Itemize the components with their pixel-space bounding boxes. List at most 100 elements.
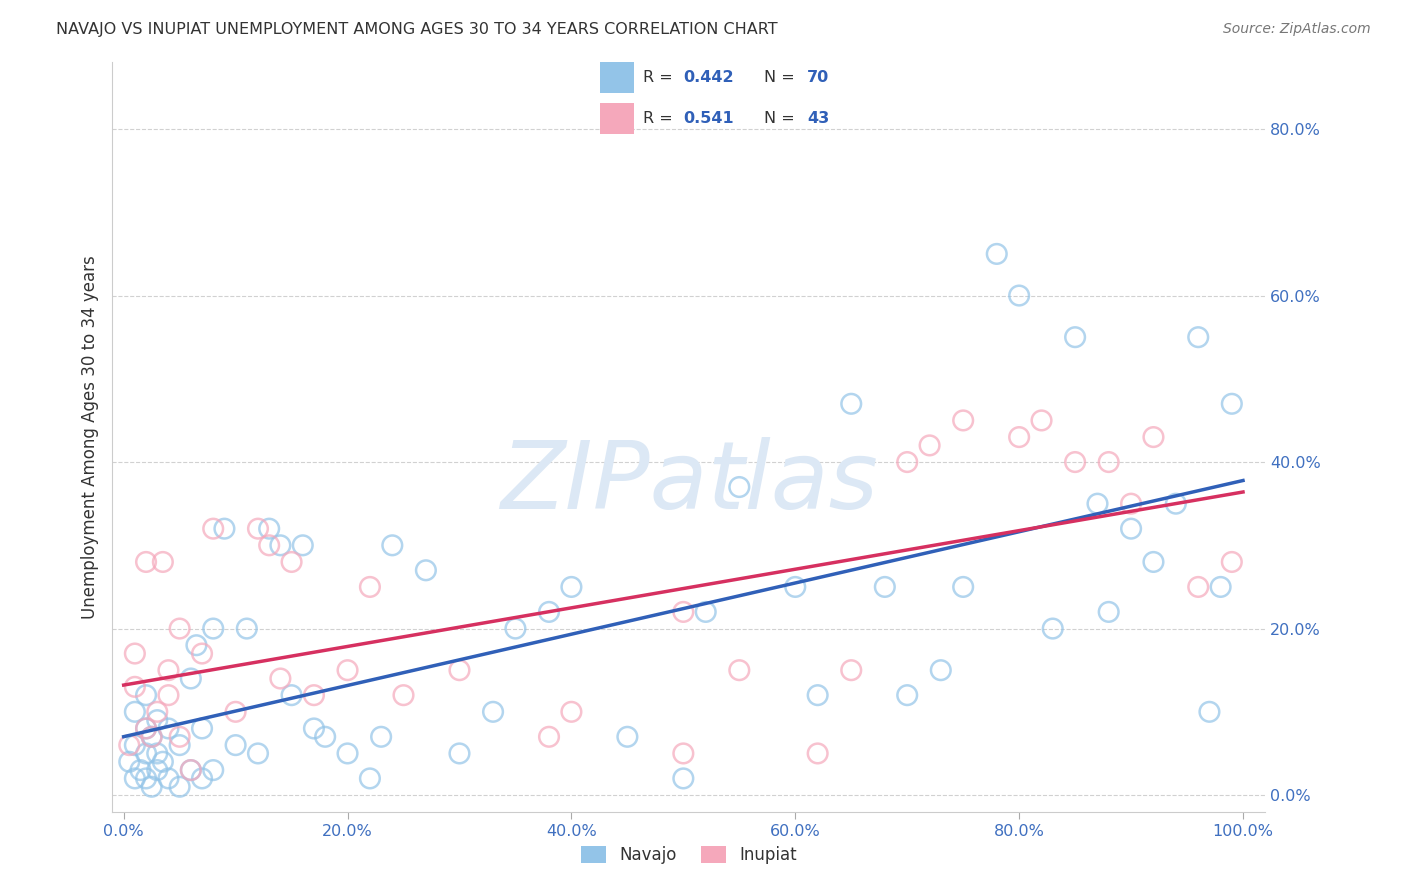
Point (257, 538, 280, 552)
Point (537, 730, 560, 744)
Point (370, 730, 392, 744)
Point (118, 738, 141, 752)
Point (186, 638, 208, 652)
Point (616, 730, 638, 744)
Point (191, 647, 214, 661)
Text: N =: N = (763, 70, 800, 85)
Y-axis label: Unemployment Among Ages 30 to 34 years: Unemployment Among Ages 30 to 34 years (80, 255, 98, 619)
Point (202, 763, 225, 777)
Point (1098, 455, 1121, 469)
Point (157, 772, 180, 786)
Point (169, 622, 191, 636)
Point (695, 605, 717, 619)
Point (1142, 555, 1164, 569)
Point (505, 622, 527, 636)
Text: ZIPatlas: ZIPatlas (501, 436, 877, 527)
Point (118, 755, 141, 769)
Point (952, 413, 974, 427)
Bar (600, 62, 634, 93)
Point (1164, 497, 1187, 511)
Point (180, 763, 202, 777)
Text: 0.541: 0.541 (683, 112, 734, 126)
Point (482, 705, 505, 719)
Point (336, 747, 359, 761)
Legend: Navajo, Inupiat: Navajo, Inupiat (574, 839, 804, 871)
Bar (600, 103, 634, 134)
Point (202, 522, 225, 536)
Point (1008, 288, 1031, 302)
Point (807, 747, 830, 761)
Point (157, 688, 180, 702)
Point (141, 730, 163, 744)
Point (302, 688, 325, 702)
Point (728, 663, 751, 677)
Point (896, 688, 918, 702)
Text: NAVAJO VS INUPIAT UNEMPLOYMENT AMONG AGES 30 TO 34 YEARS CORRELATION CHART: NAVAJO VS INUPIAT UNEMPLOYMENT AMONG AGE… (56, 22, 778, 37)
Point (560, 705, 582, 719)
Point (1142, 430, 1164, 444)
Point (152, 755, 174, 769)
Point (1031, 413, 1053, 427)
Point (415, 563, 437, 577)
Text: 43: 43 (807, 112, 830, 126)
Point (1198, 705, 1220, 719)
Point (225, 705, 247, 719)
Point (124, 772, 146, 786)
Point (291, 538, 314, 552)
Point (124, 680, 146, 694)
Point (672, 747, 695, 761)
Point (169, 780, 191, 794)
Point (124, 647, 146, 661)
Point (135, 747, 157, 761)
Point (359, 580, 381, 594)
Point (1220, 555, 1243, 569)
Point (269, 538, 291, 552)
Point (146, 705, 169, 719)
Point (986, 247, 1008, 261)
Point (180, 672, 202, 686)
Point (952, 580, 974, 594)
Point (135, 722, 157, 736)
Point (180, 763, 202, 777)
Text: N =: N = (763, 112, 800, 126)
Point (169, 730, 191, 744)
Point (236, 622, 259, 636)
Point (381, 538, 404, 552)
Point (135, 772, 157, 786)
Point (169, 738, 191, 752)
Point (146, 713, 169, 727)
Point (302, 722, 325, 736)
Point (1119, 497, 1142, 511)
Point (1209, 580, 1232, 594)
Point (191, 772, 214, 786)
Point (918, 438, 941, 452)
Point (1042, 622, 1064, 636)
Text: R =: R = (643, 112, 678, 126)
Point (873, 580, 896, 594)
Point (449, 663, 471, 677)
Point (672, 605, 695, 619)
Point (146, 747, 169, 761)
Point (246, 522, 269, 536)
Point (336, 663, 359, 677)
Point (1098, 605, 1121, 619)
Point (146, 763, 169, 777)
Point (269, 672, 291, 686)
Point (135, 555, 157, 569)
Point (807, 688, 830, 702)
Point (1008, 430, 1031, 444)
Point (280, 555, 302, 569)
Point (141, 780, 163, 794)
Point (392, 688, 415, 702)
Point (537, 605, 560, 619)
Point (1087, 497, 1109, 511)
Point (225, 738, 247, 752)
Point (1064, 330, 1087, 344)
Point (560, 580, 582, 594)
Point (141, 730, 163, 744)
Point (257, 522, 280, 536)
Text: R =: R = (643, 70, 678, 85)
Point (839, 397, 862, 411)
Point (839, 663, 862, 677)
Point (1187, 330, 1209, 344)
